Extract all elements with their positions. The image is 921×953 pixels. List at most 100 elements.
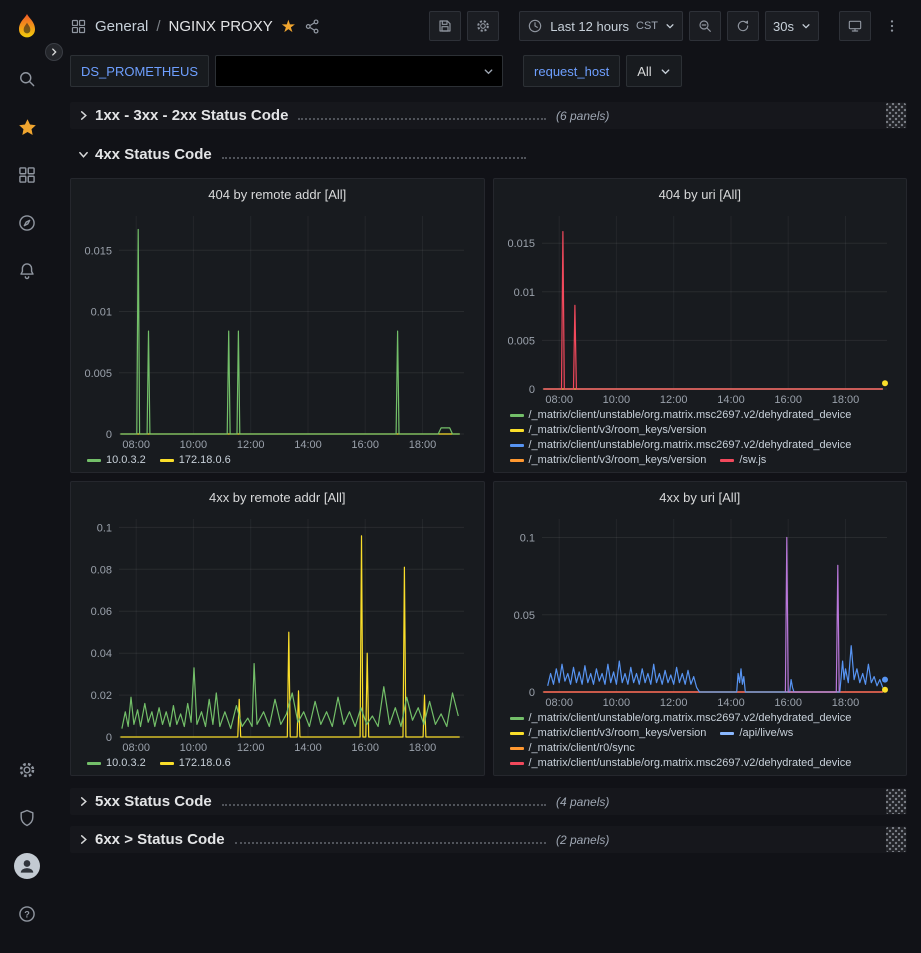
time-range-picker[interactable]: Last 12 hours CST [519, 11, 684, 41]
legend-item[interactable]: /_matrix/client/unstable/org.matrix.msc2… [509, 439, 852, 451]
panel-title[interactable]: 404 by remote addr [All] [208, 187, 347, 202]
row-title: 4xx Status Code [95, 146, 212, 163]
row-header-1xx-3xx-2xx[interactable]: 1xx - 3xx - 2xx Status Code (6 panels) [70, 102, 907, 129]
svg-text:0.1: 0.1 [519, 533, 534, 545]
panel-title[interactable]: 404 by uri [All] [658, 187, 741, 202]
dotted-leader [221, 156, 526, 159]
legend-item[interactable]: /_matrix/client/unstable/org.matrix.msc2… [509, 409, 851, 421]
sidebar-item-search[interactable] [10, 62, 44, 96]
legend-series-swatch [720, 458, 735, 462]
legend-item[interactable]: /api/live/ws [720, 727, 793, 739]
legend-item[interactable]: 172.18.0.6 [159, 757, 231, 769]
legend-series-label: /_matrix/client/unstable/org.matrix.msc2… [528, 439, 852, 451]
row-drag-handle[interactable] [886, 827, 906, 852]
legend-series-swatch [509, 746, 524, 750]
sidebar-item-explore[interactable] [10, 206, 44, 240]
svg-text:12:00: 12:00 [237, 742, 265, 754]
breadcrumb-folder[interactable]: General [95, 17, 149, 35]
legend-series-swatch [87, 761, 101, 765]
legend-item[interactable]: 10.0.3.2 [87, 454, 146, 466]
chart-canvas[interactable]: 08:00 10:00 12:00 14:00 16:00 18:00 0 0.005 0.01… [79, 208, 476, 451]
variable-label-ds-prometheus[interactable]: DS_PROMETHEUS [70, 55, 210, 87]
svg-text:14:00: 14:00 [294, 742, 322, 754]
chevron-down-icon [483, 66, 494, 77]
svg-text:0: 0 [528, 384, 534, 396]
svg-text:18:00: 18:00 [409, 439, 437, 451]
svg-text:16:00: 16:00 [351, 742, 379, 754]
legend-series-swatch [509, 716, 524, 720]
legend-item[interactable]: /_matrix/client/unstable/org.matrix.msc2… [509, 757, 851, 769]
chevron-right-icon [49, 47, 59, 57]
sidebar-item-help[interactable]: ? [10, 897, 44, 931]
legend-item[interactable]: /_matrix/client/v3/room_keys/version [509, 424, 706, 436]
favorite-star-icon[interactable]: ★ [280, 16, 296, 36]
svg-text:14:00: 14:00 [294, 439, 322, 451]
gear-icon [17, 760, 37, 780]
svg-text:08:00: 08:00 [545, 697, 573, 709]
monitor-icon [847, 18, 863, 34]
sidebar-expand-button[interactable] [45, 43, 63, 61]
svg-text:0.1: 0.1 [97, 522, 112, 534]
grafana-logo-icon[interactable] [11, 12, 43, 44]
chart-canvas[interactable]: 08:00 10:00 12:00 14:00 16:00 18:00 0 0.005 0.01… [502, 208, 899, 406]
svg-text:0: 0 [106, 732, 112, 744]
legend-item[interactable]: /_matrix/client/unstable/org.matrix.msc2… [509, 712, 852, 724]
clock-icon [527, 18, 543, 34]
legend-series-label: /_matrix/client/r0/sync [528, 742, 635, 754]
refresh-button[interactable] [727, 11, 760, 41]
top-navbar: General / NGINX PROXY ★ [54, 0, 921, 52]
legend-item[interactable]: /_matrix/client/v3/room_keys/version [509, 454, 706, 466]
row-drag-handle[interactable] [886, 103, 906, 128]
legend-item[interactable]: /_matrix/client/r0/sync [509, 742, 635, 754]
refresh-interval-dropdown[interactable]: 30s [765, 11, 819, 41]
row-panel-count: (6 panels) [556, 108, 610, 123]
help-circle-icon: ? [17, 904, 37, 924]
legend-item[interactable]: 10.0.3.2 [87, 757, 146, 769]
chevron-down-icon [801, 21, 811, 31]
panel-legend: /_matrix/client/unstable/org.matrix.msc2… [502, 709, 899, 771]
svg-text:0.005: 0.005 [507, 335, 535, 347]
chevron-down-icon [660, 66, 671, 77]
legend-item[interactable]: /sw.js [720, 454, 766, 466]
sidebar-item-server-admin[interactable] [10, 801, 44, 835]
legend-series-label: 172.18.0.6 [178, 757, 231, 769]
legend-item[interactable]: 172.18.0.6 [159, 454, 231, 466]
variable-label-request-host[interactable]: request_host [523, 55, 621, 87]
kebab-menu-button[interactable] [877, 11, 907, 41]
row-header-5xx[interactable]: 5xx Status Code (4 panels) [70, 788, 907, 815]
legend-series-label: 10.0.3.2 [106, 757, 146, 769]
svg-text:0.01: 0.01 [91, 307, 112, 319]
legend-series-swatch [509, 731, 524, 735]
save-dashboard-button[interactable] [429, 11, 462, 41]
panel-title[interactable]: 4xx by uri [All] [659, 490, 741, 505]
chart-canvas[interactable]: 08:00 10:00 12:00 14:00 16:00 18:00 0 0.02 0.04 0… [79, 511, 476, 754]
sidebar-item-starred[interactable] [10, 110, 44, 144]
legend-series-label: /_matrix/client/v3/room_keys/version [528, 727, 707, 739]
dotted-leader [298, 117, 546, 120]
panel-title[interactable]: 4xx by remote addr [All] [208, 490, 346, 505]
sidebar-item-configuration[interactable] [10, 753, 44, 787]
variable-value-ds-prometheus[interactable] [215, 55, 504, 87]
sidebar-item-alerting[interactable] [10, 254, 44, 288]
row-header-6xx[interactable]: 6xx > Status Code (2 panels) [70, 826, 907, 853]
kebab-menu-icon [884, 18, 900, 34]
sidebar-item-dashboards[interactable] [10, 158, 44, 192]
share-icon[interactable] [304, 18, 321, 35]
svg-text:18:00: 18:00 [831, 394, 859, 406]
sidebar-item-profile[interactable] [10, 849, 44, 883]
tv-mode-button[interactable] [839, 11, 871, 41]
refresh-icon [735, 18, 751, 34]
legend-series-label: /api/live/ws [739, 727, 794, 739]
legend-series-label: /_matrix/client/unstable/org.matrix.msc2… [528, 712, 852, 724]
chart-canvas[interactable]: 08:00 10:00 12:00 14:00 16:00 18:00 0 0.05 0.1 [502, 511, 899, 709]
row-drag-handle[interactable] [886, 789, 906, 814]
legend-series-swatch [87, 458, 101, 462]
dashboard-title[interactable]: NGINX PROXY [168, 17, 273, 35]
variable-value-request-host[interactable]: All [626, 55, 682, 87]
svg-text:0.015: 0.015 [84, 245, 112, 257]
row-header-4xx[interactable]: 4xx Status Code [70, 141, 907, 168]
legend-series-label: /sw.js [739, 454, 767, 466]
dashboard-settings-button[interactable] [467, 11, 500, 41]
zoom-out-button[interactable] [689, 11, 722, 41]
legend-item[interactable]: /_matrix/client/v3/room_keys/version [509, 727, 707, 739]
